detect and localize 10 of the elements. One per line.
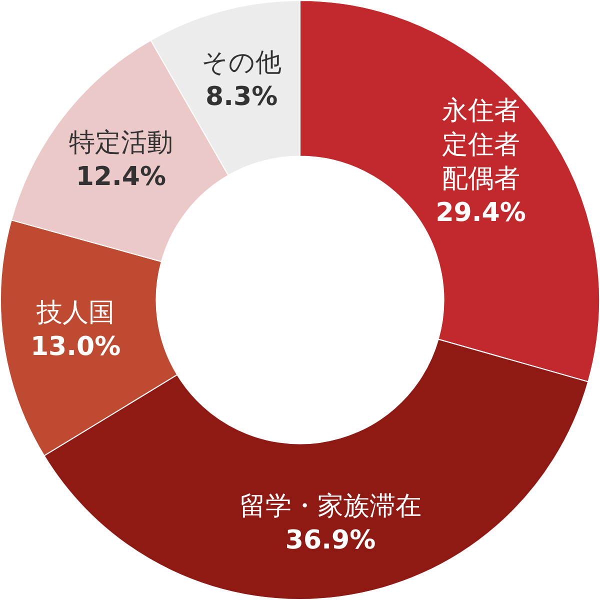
slice-label: その他	[202, 48, 282, 78]
slice-label: 特定活動	[68, 128, 173, 158]
data-label: 12.4%	[76, 162, 166, 192]
slice-label: 技人国	[36, 298, 115, 328]
slice-label: 留学・家族滞在	[240, 491, 422, 522]
data-label: 8.3%	[206, 82, 278, 112]
data-label: 36.9%	[285, 525, 376, 556]
slice-label: 永住者定住者配偶者	[442, 96, 520, 194]
data-label: 13.0%	[30, 332, 121, 362]
data-label: 29.4%	[436, 198, 526, 228]
